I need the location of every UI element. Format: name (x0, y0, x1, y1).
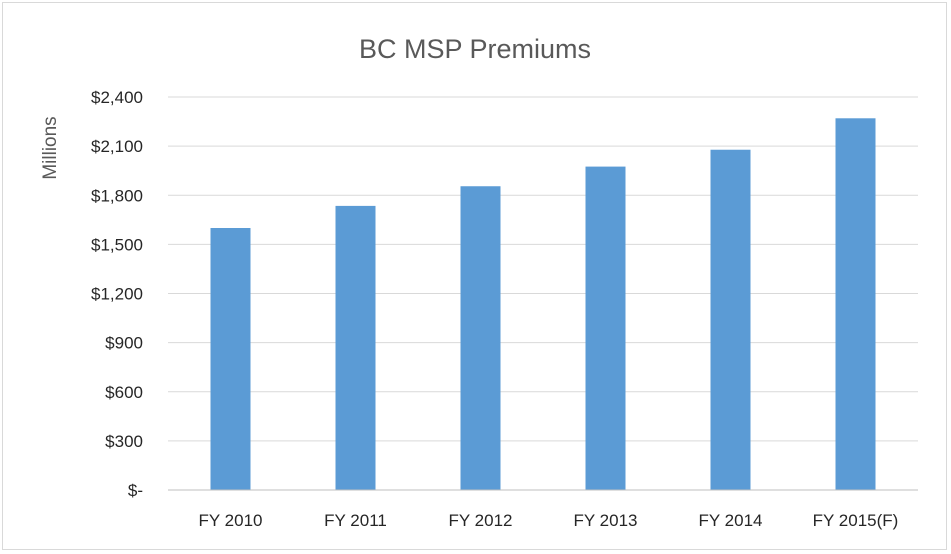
bar-fy-2011 (335, 205, 376, 491)
chart-title: BC MSP Premiums (359, 34, 591, 64)
y-tick-label: $600 (105, 383, 143, 402)
y-axis-ticks: $- $300 $600 $900 $1,200 $1,500 $1,800 $2,100 $2… (91, 88, 143, 500)
gridlines (168, 96, 918, 442)
x-category-label: FY 2011 (324, 511, 387, 530)
y-axis-label: Millions (40, 116, 61, 179)
bars (210, 118, 876, 491)
x-category-label: FY 2012 (449, 511, 513, 530)
y-tick-label: $2,100 (91, 137, 143, 156)
y-tick-label: $1,500 (91, 235, 143, 254)
bar-fy-2014 (710, 149, 751, 491)
y-tick-label: $1,200 (91, 285, 143, 304)
bar-fy-2013 (585, 166, 626, 490)
y-tick-label: $900 (105, 334, 143, 353)
y-tick-label: $- (128, 481, 143, 500)
x-category-label: FY 2010 (199, 511, 263, 530)
bar-fy-2012 (460, 186, 501, 490)
bar-fy-2010 (210, 228, 251, 490)
x-category-label: FY 2015(F) (813, 511, 899, 530)
x-category-label: FY 2013 (574, 511, 638, 530)
x-axis-categories: FY 2010 FY 2011 FY 2012 FY 2013 FY 2014 FY 20… (199, 511, 899, 530)
bar-fy-2015-f (835, 118, 876, 490)
x-category-label: FY 2014 (699, 511, 763, 530)
y-tick-label: $300 (105, 432, 143, 451)
y-tick-label: $1,800 (91, 186, 143, 205)
y-tick-label: $2,400 (91, 88, 143, 107)
